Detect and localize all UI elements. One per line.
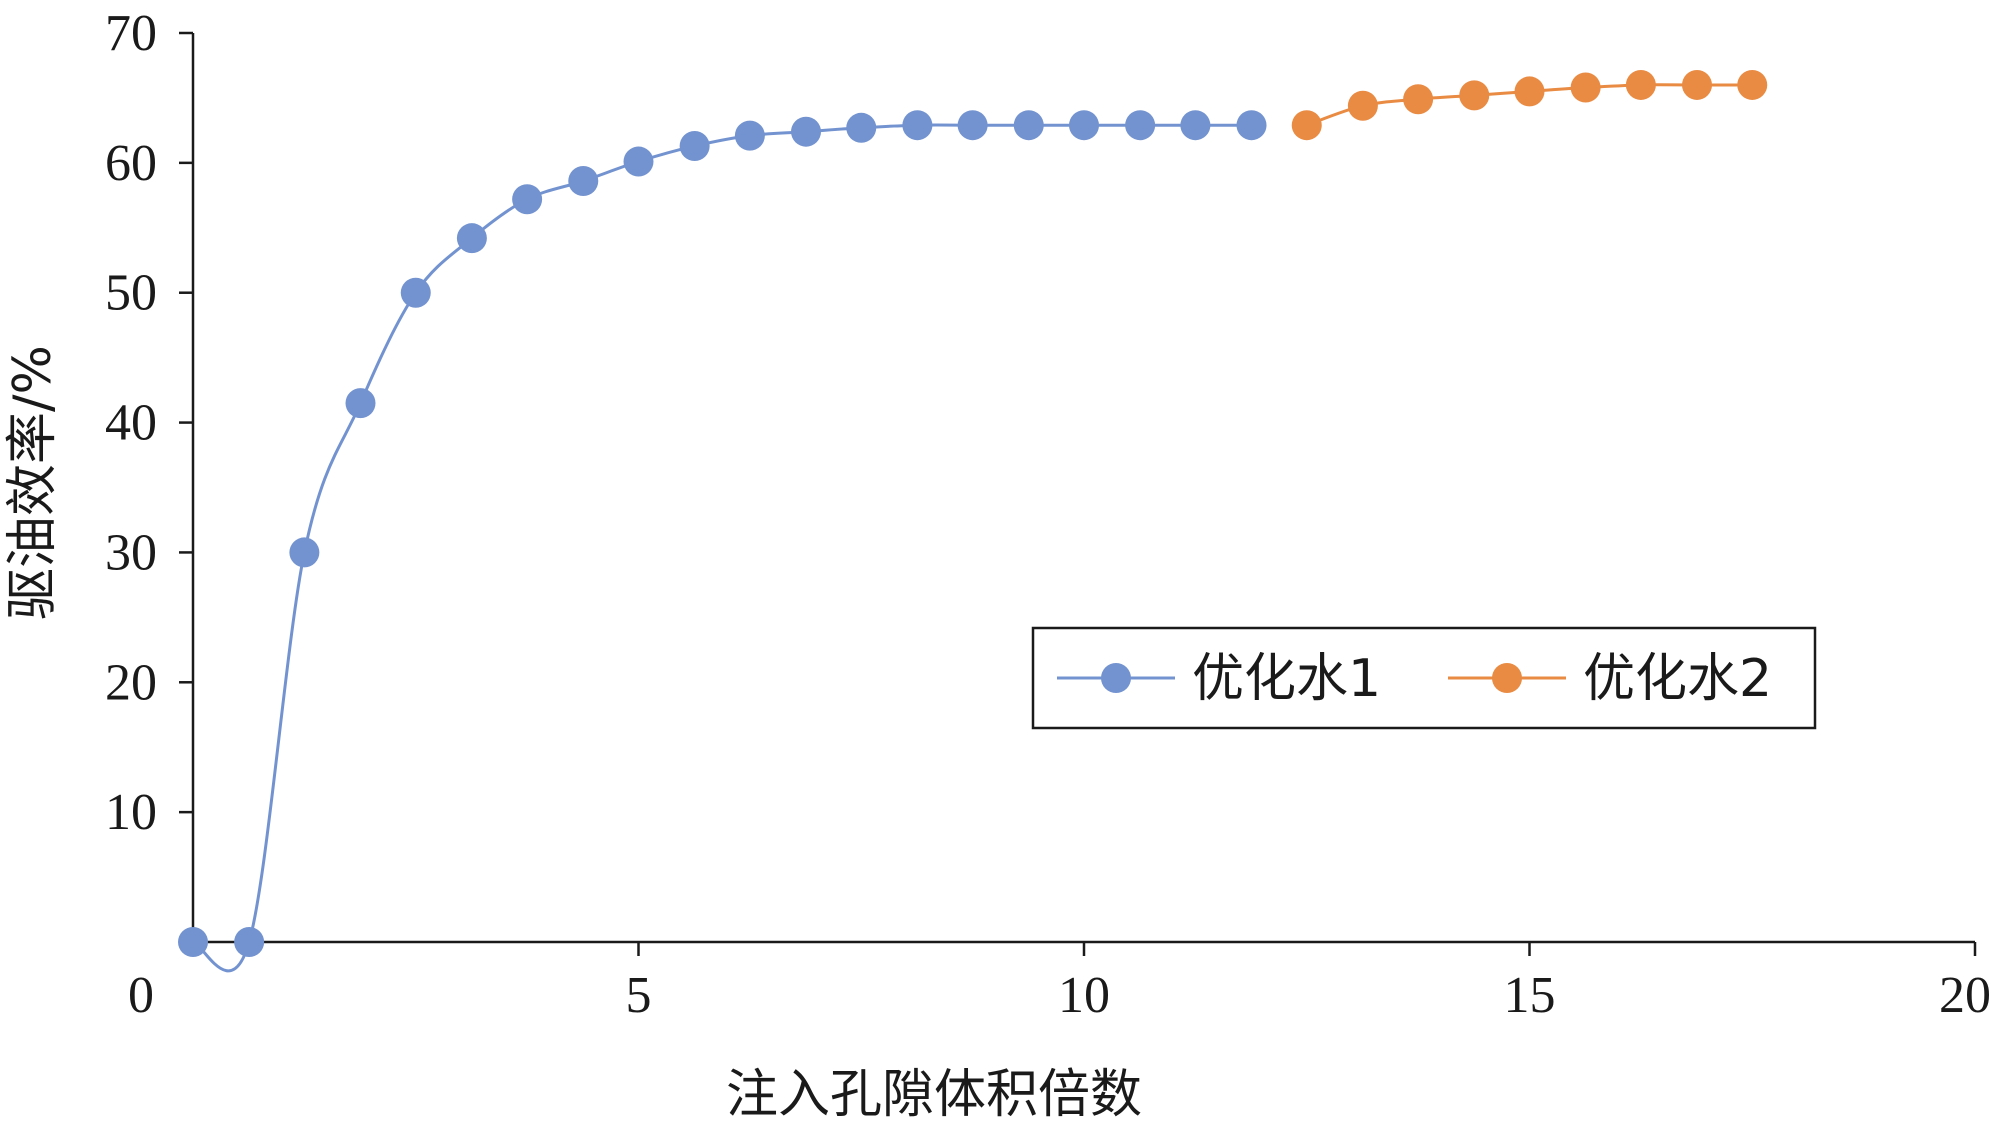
y-tick-label: 70 (105, 5, 157, 62)
data-point (734, 120, 765, 151)
axes (179, 31, 1977, 956)
series-1 (178, 110, 1267, 973)
y-tick-label: 20 (105, 654, 157, 711)
data-point (234, 927, 265, 957)
x-tick-label: 0 (128, 967, 154, 1024)
x-tick-label: 20 (1939, 967, 1991, 1024)
legend-label: 优化水2 (1583, 649, 1772, 709)
data-point (1180, 110, 1211, 141)
data-point (791, 116, 822, 147)
y-axis-title: 驱油效率/% (3, 345, 63, 620)
data-point (1236, 110, 1267, 141)
y-tick-label: 30 (105, 524, 157, 581)
x-tick-label: 10 (1058, 967, 1110, 1024)
y-tick-label: 50 (105, 265, 157, 322)
data-point (456, 223, 487, 254)
x-tick-label: 5 (626, 967, 652, 1024)
y-tick-label: 10 (105, 784, 157, 841)
data-point (623, 146, 654, 177)
data-point (1347, 90, 1378, 121)
data-point (1069, 110, 1099, 141)
series-2 (1291, 69, 1768, 141)
data-point (345, 388, 376, 419)
series-line (192, 123, 1252, 973)
data-point (178, 927, 208, 957)
data-point (1013, 110, 1044, 141)
data-point (1403, 84, 1434, 115)
data-point (1291, 110, 1322, 141)
data-point (957, 110, 988, 141)
data-point (512, 184, 543, 215)
legend-marker (1492, 663, 1522, 693)
data-point (1682, 69, 1713, 100)
data-point (289, 537, 320, 568)
data-point (568, 166, 599, 197)
data-point (1459, 80, 1490, 111)
data-point (1625, 69, 1656, 100)
data-point (1570, 72, 1601, 103)
legend-item: 优化水1 (1057, 649, 1381, 709)
tick-labels: 10 20 30 40 50 60 70 0 5 10 15 20 (105, 5, 1991, 1024)
series-layer (178, 69, 1768, 973)
legend: 优化水1 优化水2 (1031, 626, 1817, 730)
data-point (1737, 69, 1768, 100)
data-point (902, 110, 933, 141)
data-point (679, 130, 710, 161)
legend-marker (1101, 663, 1131, 693)
x-tick-label: 15 (1504, 967, 1556, 1024)
data-point (846, 112, 877, 143)
data-point (1514, 76, 1545, 107)
legend-item: 优化水2 (1448, 649, 1772, 709)
legend-label: 优化水1 (1192, 649, 1381, 709)
x-axis-title: 注入孔隙体积倍数 (726, 1065, 1142, 1125)
data-point (400, 277, 431, 308)
y-tick-label: 40 (105, 395, 157, 452)
y-tick-label: 60 (105, 135, 157, 192)
data-point (1125, 110, 1156, 141)
